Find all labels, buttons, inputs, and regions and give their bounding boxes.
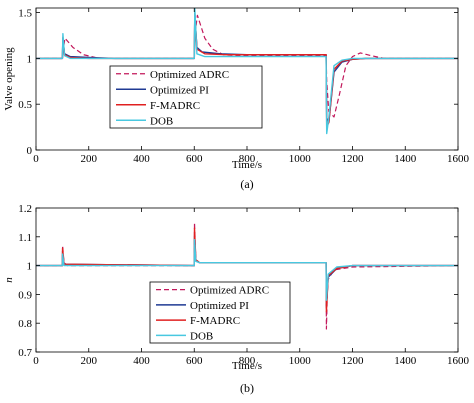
chart-1: 0 200 400 600 800 1000 1200 1400 1600 0.7 0.8 0.9 1 1… [3,203,470,395]
figure-caption: (a) [240,177,253,191]
x-tick-label: 800 [239,153,256,165]
y-tick-label: 1 [27,261,33,273]
x-tick-label: 1400 [394,153,417,165]
y-tick-label: 1.2 [18,203,32,215]
y-tick-label: 0.8 [18,318,32,330]
x-axis-label: Time/s [232,159,262,171]
x-tick-label: 200 [81,355,98,367]
x-tick-label: 400 [133,153,150,165]
x-tick-label: 1600 [447,355,470,367]
x-tick-label: 400 [133,355,150,367]
series-line-dob [36,8,458,135]
series-lines [36,221,458,330]
y-tick-label: 1 [27,53,33,65]
x-tick-label: 0 [33,355,39,367]
legend-label: Optimized PI [150,84,209,96]
series-lines [36,8,458,135]
y-tick-label: 1.5 [18,8,32,20]
legend-label: F-MADRC [190,315,240,327]
legend-label: Optimized PI [190,300,249,312]
x-tick-label: 200 [81,153,98,165]
y-tick-label: 0.9 [18,289,32,301]
y-axis-label: Valve opening [3,47,15,111]
x-tick-label: 1000 [289,355,312,367]
legend-label: DOB [150,115,173,127]
x-tick-label: 0 [33,153,39,165]
legend: Optimized ADRC Optimized PI F-MADRC DOB [109,65,263,129]
legend-box [149,281,291,344]
legend-label: Optimized ADRC [190,285,269,297]
legend-box [109,65,263,129]
x-axis-label: Time/s [232,360,262,372]
x-tick-label: 600 [186,355,203,367]
legend-label: F-MADRC [150,100,200,112]
series-line-dob [36,239,458,301]
figure-caption: (b) [240,381,254,395]
chart-0: 0 200 400 600 800 1000 1200 1400 1600 0 0.5 1 1.5 Tim… [3,8,470,191]
y-tick-label: 0.5 [18,99,32,111]
legend-label: DOB [190,330,213,342]
x-tick-label: 1200 [342,355,365,367]
y-axis-label: n [3,277,15,283]
x-tick-label: 800 [239,355,256,367]
x-tick-label: 1600 [447,153,470,165]
x-tick-label: 1400 [394,355,417,367]
legend: Optimized ADRC Optimized PI F-MADRC DOB [149,281,291,344]
x-tick-label: 1200 [342,153,365,165]
x-tick-label: 600 [186,153,203,165]
y-tick-label: 0 [27,145,33,157]
y-tick-label: 0.7 [18,347,32,359]
x-tick-label: 1000 [289,153,312,165]
y-tick-label: 1.1 [18,232,32,244]
series-line-f-madrc [36,11,458,128]
legend-label: Optimized ADRC [150,69,229,81]
